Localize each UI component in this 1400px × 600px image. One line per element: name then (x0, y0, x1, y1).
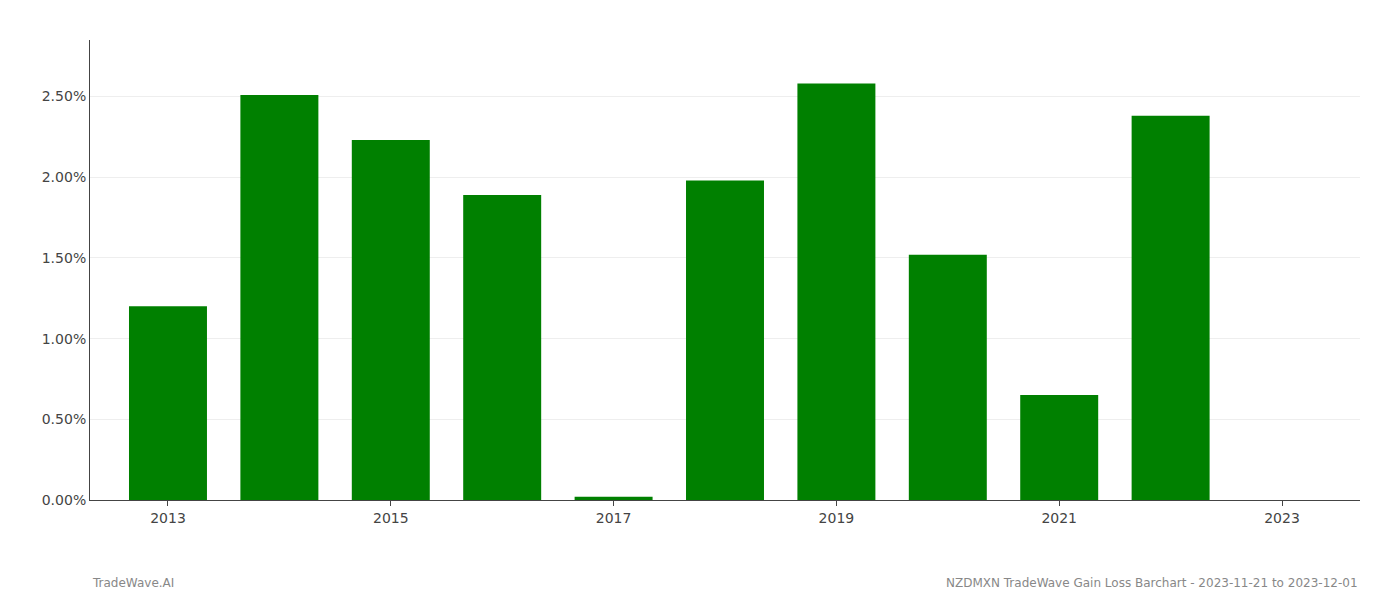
svg-text:0.50%: 0.50% (42, 411, 86, 427)
svg-text:2019: 2019 (819, 510, 855, 526)
svg-text:TradeWave.AI: TradeWave.AI (92, 576, 174, 590)
svg-text:1.00%: 1.00% (42, 331, 86, 347)
svg-text:2.00%: 2.00% (42, 169, 86, 185)
svg-text:2015: 2015 (373, 510, 409, 526)
svg-text:2017: 2017 (596, 510, 632, 526)
svg-text:1.50%: 1.50% (42, 250, 86, 266)
svg-text:2013: 2013 (150, 510, 186, 526)
svg-text:2021: 2021 (1041, 510, 1077, 526)
svg-text:2023: 2023 (1264, 510, 1300, 526)
svg-text:2.50%: 2.50% (42, 88, 86, 104)
svg-text:NZDMXN TradeWave Gain Loss Bar: NZDMXN TradeWave Gain Loss Barchart - 20… (946, 576, 1358, 590)
svg-text:0.00%: 0.00% (42, 492, 86, 508)
